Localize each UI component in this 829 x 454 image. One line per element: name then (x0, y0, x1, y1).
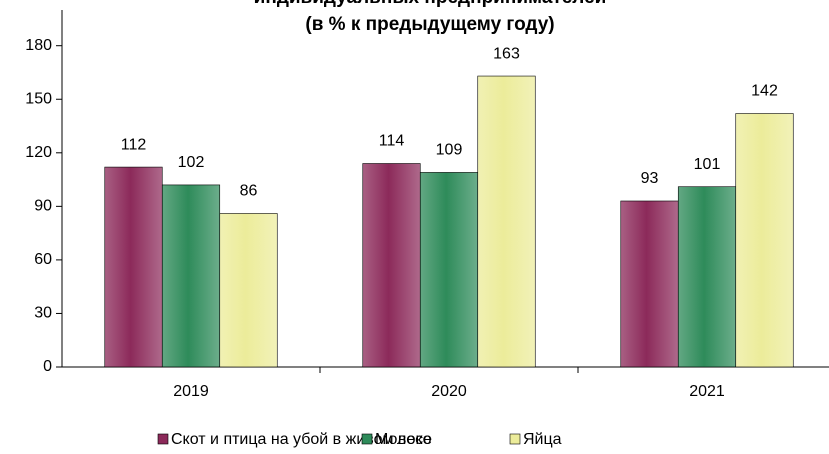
chart-title: (в % к предыдущему году) (305, 14, 554, 35)
bar (104, 166, 163, 368)
legend-swatch (509, 433, 521, 445)
data-label: 102 (178, 154, 205, 171)
y-tick-label: 180 (25, 37, 52, 54)
data-label: 86 (240, 183, 258, 200)
y-tick-label: 90 (34, 198, 52, 215)
bar (735, 113, 794, 368)
bar (419, 172, 479, 368)
legend-swatch (157, 433, 169, 445)
legend-swatch (361, 433, 373, 445)
bar (161, 184, 221, 368)
bar (677, 186, 737, 368)
data-label: 112 (121, 136, 147, 153)
y-tick-label: 60 (34, 251, 52, 268)
bar (362, 163, 421, 368)
data-label: 163 (493, 45, 520, 62)
x-tick-label: 2020 (431, 383, 467, 400)
y-tick-label: 0 (43, 358, 52, 375)
y-tick-label: 150 (25, 90, 52, 107)
y-tick-label: 120 (25, 144, 52, 161)
chart-title: индивидуальных предпринимателей (254, 0, 607, 8)
bar (477, 75, 536, 368)
bar (219, 213, 278, 368)
x-tick-label: 2021 (689, 383, 725, 400)
x-tick-label: 2019 (173, 383, 209, 400)
legend-label: Молоко (375, 431, 432, 448)
bar (620, 200, 679, 368)
data-label: 109 (436, 142, 463, 159)
y-tick-label: 30 (34, 305, 52, 322)
legend-label: Яйца (523, 431, 562, 448)
data-label: 93 (641, 170, 659, 187)
data-label: 101 (694, 156, 721, 173)
data-label: 142 (751, 83, 778, 100)
data-label: 114 (379, 133, 405, 150)
